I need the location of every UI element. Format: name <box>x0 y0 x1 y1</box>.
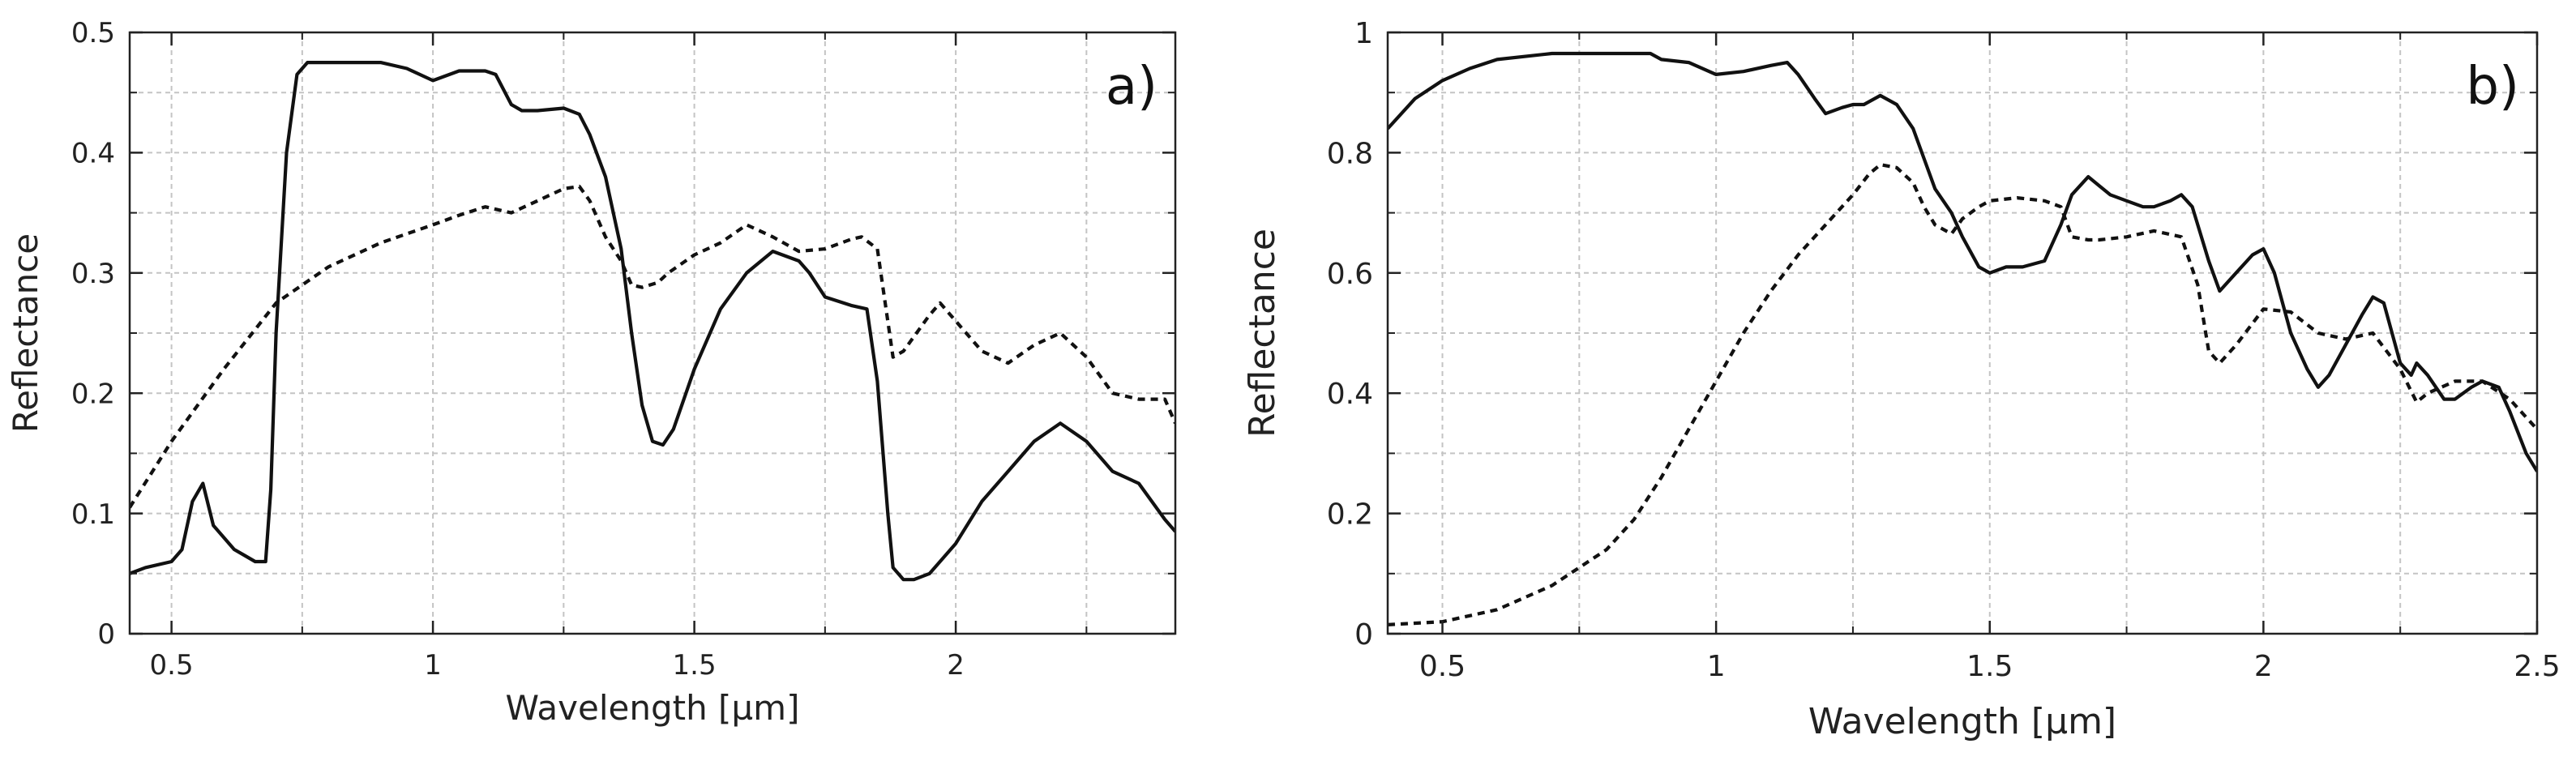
x-tick-label: 2 <box>2254 650 2273 683</box>
x-tick-label: 0.5 <box>150 649 194 682</box>
y-tick-label: 0.3 <box>71 258 115 290</box>
series-line-dashed <box>130 184 1175 509</box>
y-tick-label: 0.2 <box>1327 498 1373 532</box>
y-tick-label: 0.2 <box>71 378 115 410</box>
y-axis-label: Reflectance <box>6 233 45 433</box>
x-axis-label: Wavelength [µm] <box>506 688 800 728</box>
x-tick-label: 1 <box>1707 650 1726 683</box>
y-axis-label: Reflectance <box>1242 229 1283 438</box>
series-line-dashed <box>1388 163 2537 626</box>
y-tick-label: 0.5 <box>71 17 115 49</box>
y-tick-label: 0.1 <box>71 498 115 531</box>
x-tick-label: 1.5 <box>673 649 717 682</box>
plot-frame <box>128 31 1177 635</box>
series-line-solid <box>130 61 1175 582</box>
y-tick-label: 0.6 <box>1327 258 1373 291</box>
panel-label: b) <box>2466 57 2519 117</box>
x-axis-label: Wavelength [µm] <box>1808 701 2116 742</box>
y-tick-label: 1 <box>1354 17 1373 50</box>
x-tick-label: 0.5 <box>1419 650 1466 683</box>
chart-panel-b: 0.5 1 1.5 2 2.5 0 0.2 0.4 0.6 0.8 1 Wavelength [µm]… <box>1242 17 2561 742</box>
panel-label: a) <box>1106 57 1157 117</box>
x-tick-label: 2 <box>947 649 965 682</box>
y-tick-label: 0.8 <box>1327 137 1373 170</box>
x-tick-label: 1 <box>424 649 442 682</box>
y-tick-label: 0 <box>1354 618 1373 652</box>
y-tick-label: 0.4 <box>1327 378 1373 411</box>
y-tick-label: 0 <box>97 618 115 651</box>
x-tick-label: 1.5 <box>1966 650 2013 683</box>
x-tick-label: 2.5 <box>2514 650 2560 683</box>
series-line-solid <box>1388 51 2537 472</box>
y-tick-label: 0.4 <box>71 138 115 170</box>
chart-panel-a: 0.5 1 1.5 2 0 0.1 0.2 0.3 0.4 0.5 Wavelength [µm] R… <box>6 17 1177 728</box>
